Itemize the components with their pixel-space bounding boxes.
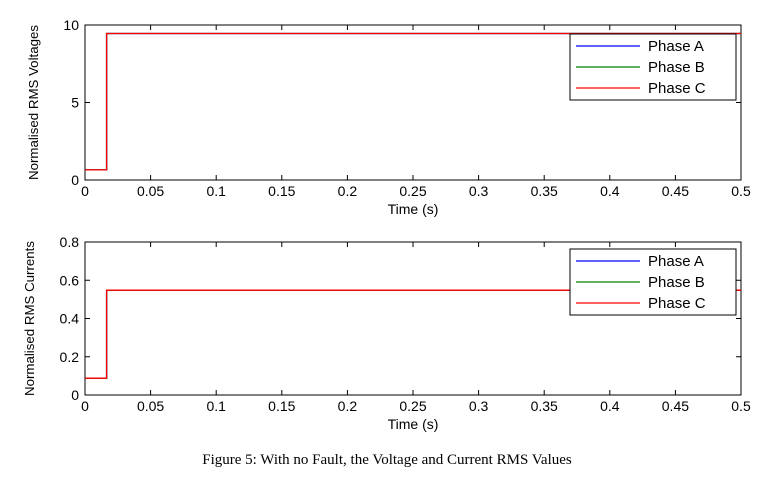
y-tick-label: 10 [63,17,79,33]
x-tick-label: 0.35 [531,398,558,414]
x-tick-label: 0.5 [731,398,751,414]
figure-caption: Figure 5: With no Fault, the Voltage and… [202,452,572,468]
x-tick-label: 0.3 [469,183,489,199]
y-tick-label: 0.2 [60,349,80,365]
x-axis-label: Time (s) [388,201,439,217]
y-tick-label: 5 [71,95,79,111]
legend-label: Phase C [648,295,706,312]
legend-label: Phase C [648,80,706,97]
x-tick-label: 0.2 [338,398,358,414]
chart-2: 0 0.05 0.1 0.15 0.2 0.25 0.3 0.35 0.4 0.45 0.5 0 0.2… [22,234,751,432]
legend-label: Phase B [648,59,705,76]
x-tick-label: 0.1 [206,183,226,199]
x-tick-label: 0 [81,183,89,199]
y-axis-label: Normalised RMS Currents [22,240,37,396]
x-tick-label: 0.15 [268,183,295,199]
chart-1: 0 0.05 0.1 0.15 0.2 0.25 0.3 0.35 0.4 0.45 0.5 0 5 10… [26,17,751,217]
x-tick-label: 0.4 [600,183,620,199]
y-axis-label: Normalised RMS Voltages [26,24,41,180]
x-axis-label: Time (s) [388,416,439,432]
y-tick-label: 0 [71,387,79,403]
x-tick-label: 0.25 [399,183,426,199]
y-tick-label: 0.8 [60,234,80,250]
x-tick-label: 0.05 [137,398,164,414]
x-tick-label: 0.1 [206,398,226,414]
legend-label: Phase A [648,38,704,55]
x-tick-label: 0.2 [338,183,358,199]
x-tick-label: 0.3 [469,398,489,414]
legend-box [569,33,737,101]
x-tick-label: 0 [81,398,89,414]
legend-label: Phase A [648,253,704,270]
series-line-phase-c [85,289,741,379]
x-tick-label: 0.45 [662,398,689,414]
y-tick-label: 0.6 [60,272,80,288]
legend-label: Phase B [648,274,705,291]
x-tick-label: 0.35 [531,183,558,199]
legend: Phase A Phase B Phase C [569,248,737,316]
x-tick-label: 0.5 [731,183,751,199]
series-line-phase-c [85,32,741,171]
x-tick-label: 0.05 [137,183,164,199]
legend: Phase A Phase B Phase C [569,33,737,101]
y-tick-label: 0.4 [60,311,80,327]
y-tick-label: 0 [71,172,79,188]
x-tick-label: 0.25 [399,398,426,414]
x-tick-label: 0.45 [662,183,689,199]
x-tick-label: 0.4 [600,398,620,414]
x-tick-label: 0.15 [268,398,295,414]
